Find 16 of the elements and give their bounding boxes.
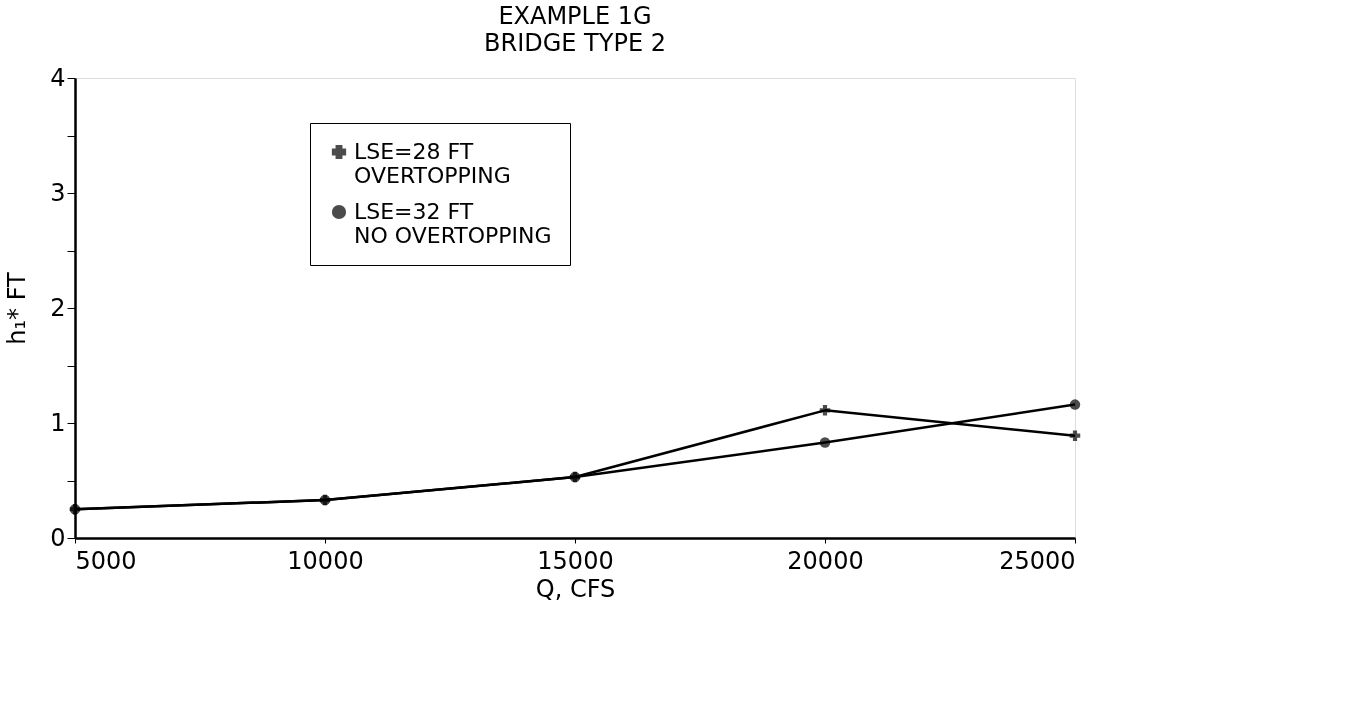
legend-label: LSE=28 FT OVERTOPPING: [354, 139, 511, 188]
y-tick-label: 0: [50, 523, 66, 552]
chart-subtitle: BRIDGE TYPE 2: [484, 29, 666, 57]
y-tick-label: 4: [50, 63, 66, 92]
chart-title: EXAMPLE 1G: [498, 2, 652, 30]
x-tick-label: 10000: [287, 546, 364, 575]
x-tick-label: 5000: [75, 546, 137, 575]
y-tick-label: 3: [50, 178, 66, 207]
y-tick-label: 2: [50, 293, 66, 322]
y-tick-label: 1: [50, 408, 66, 437]
x-tick-label: 15000: [537, 546, 614, 575]
x-tick-label: 25000: [999, 546, 1076, 575]
legend-label: LSE=32 FT NO OVERTOPPING: [354, 199, 552, 248]
y-axis-title: h₁* FT: [3, 271, 32, 345]
x-tick-label: 20000: [787, 546, 864, 575]
x-axis-title: Q, CFS: [535, 574, 616, 603]
